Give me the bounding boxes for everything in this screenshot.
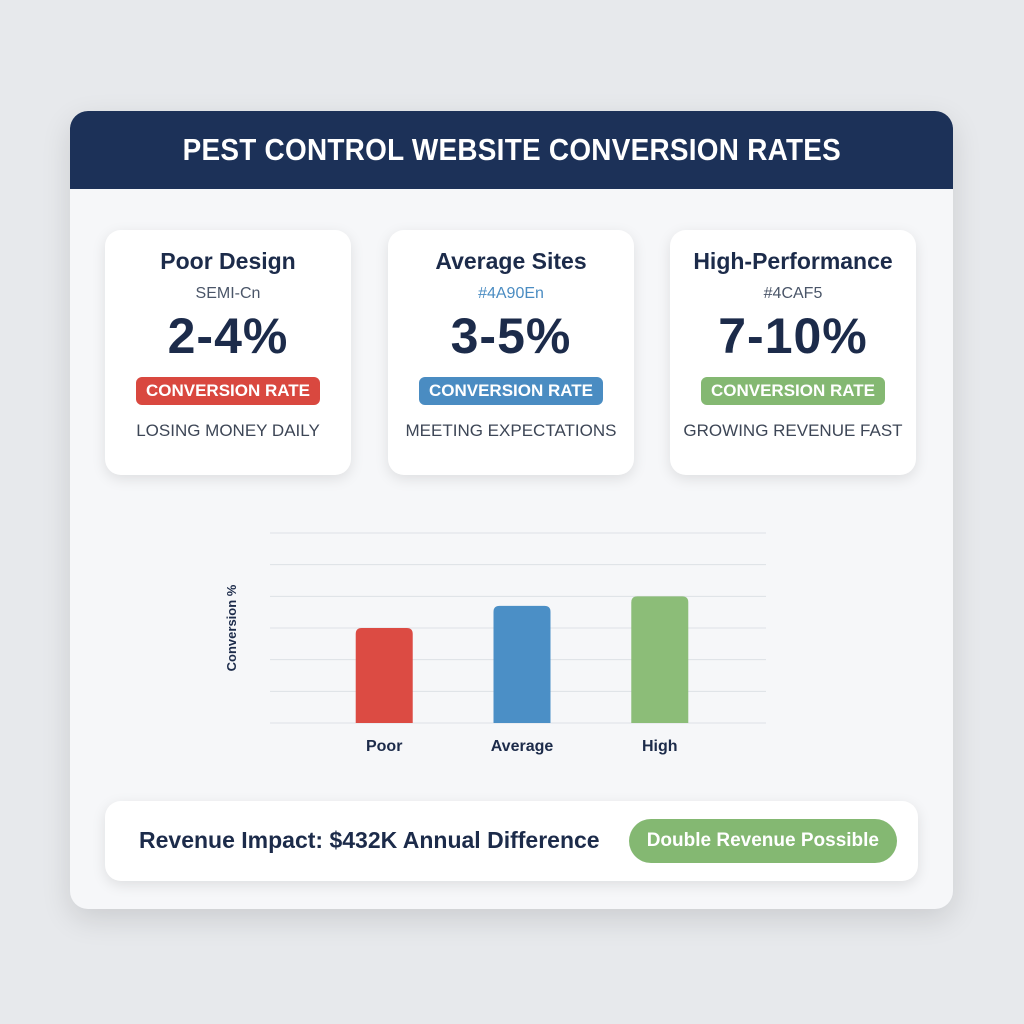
card-badge: CONVERSION RATE — [700, 377, 886, 405]
revenue-impact-bar: Revenue Impact: $432K Annual Difference … — [105, 801, 918, 881]
card-note: MEETING EXPECTATIONS — [405, 421, 617, 440]
card-high-performance: High-Performance #4CAF5 7-10% CONVERSION… — [670, 230, 916, 475]
infographic-panel: PEST CONTROL WEBSITE CONVERSION RATES Po… — [70, 111, 953, 909]
card-title: High-Performance — [693, 248, 893, 274]
card-title: Average Sites — [435, 248, 587, 274]
chart-svg: Conversion % Poor Average High — [224, 532, 766, 755]
card-subtitle: SEMI-Cn — [195, 285, 261, 302]
bar-poor — [355, 628, 413, 723]
card-note: LOSING MONEY DAILY — [136, 421, 320, 440]
revenue-impact-text: Revenue Impact: $432K Annual Difference — [139, 827, 600, 853]
card-title: Poor Design — [160, 248, 296, 274]
bar-average — [493, 605, 551, 723]
card-badge: CONVERSION RATE — [135, 377, 321, 405]
header-bar: PEST CONTROL WEBSITE CONVERSION RATES — [70, 111, 953, 189]
x-tick-label: Poor — [366, 738, 402, 755]
card-subtitle: #4CAF5 — [763, 285, 823, 302]
page-title: PEST CONTROL WEBSITE CONVERSION RATES — [182, 132, 841, 167]
double-revenue-button[interactable]: Double Revenue Possible — [628, 819, 897, 863]
x-tick-label: Average — [491, 738, 554, 755]
card-note: GROWING REVENUE FAST — [683, 421, 903, 440]
bar-high — [631, 596, 689, 723]
card-value: 2-4% — [167, 308, 289, 364]
conversion-bar-chart: Conversion % Poor Average High — [210, 521, 830, 771]
y-axis-label: Conversion % — [224, 584, 239, 671]
card-poor-design: Poor Design SEMI-Cn 2-4% CONVERSION RATE… — [105, 230, 351, 475]
card-badge: CONVERSION RATE — [418, 377, 604, 405]
card-subtitle: #4A90En — [478, 285, 544, 302]
card-value: 3-5% — [450, 308, 572, 364]
card-average-sites: Average Sites #4A90En 3-5% CONVERSION RA… — [388, 230, 634, 475]
x-tick-label: High — [642, 738, 678, 755]
card-value: 7-10% — [718, 308, 868, 364]
